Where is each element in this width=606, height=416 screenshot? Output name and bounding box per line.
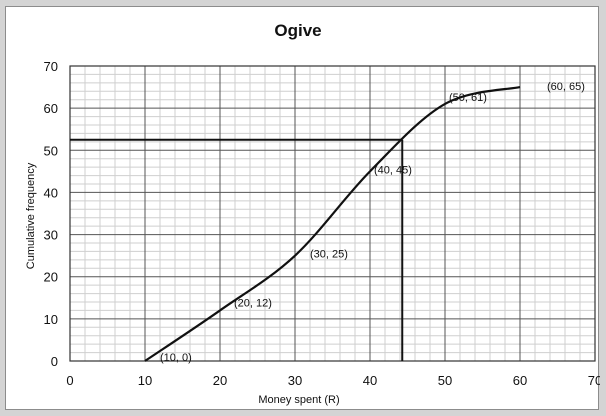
point-label: (10, 0)	[160, 352, 192, 364]
point-labels: (10, 0) (20, 12) (30, 25) (40, 45) (50, 61) (…	[160, 81, 585, 364]
y-tick-label: 10	[44, 312, 58, 327]
chart-frame: Ogive (10, 0) (20, 12) (30, 25) (40, 45) (50…	[5, 6, 600, 410]
reading-lines	[70, 138, 404, 361]
point-label: (50, 61)	[449, 92, 487, 104]
x-tick-label: 30	[288, 373, 302, 388]
x-axis-label: Money spent (R)	[258, 394, 339, 406]
major-grid	[69, 65, 596, 362]
point-label: (40, 45)	[374, 164, 412, 176]
y-axis-label: Cumulative frequency	[25, 162, 37, 269]
x-tick-label: 40	[363, 373, 377, 388]
curve-layer	[144, 85, 521, 362]
y-tick-label: 70	[44, 59, 58, 74]
y-tick-label: 50	[44, 143, 58, 158]
x-tick-label: 50	[438, 373, 452, 388]
y-tick-label: 60	[44, 101, 58, 116]
chart-title: Ogive	[274, 21, 321, 40]
ogive-curve-line	[144, 85, 521, 362]
ogive-chart: Ogive (10, 0) (20, 12) (30, 25) (40, 45) (50…	[25, 21, 600, 406]
point-label: (20, 12)	[234, 297, 272, 309]
plot-border	[69, 65, 596, 362]
y-tick-label: 0	[51, 354, 58, 369]
x-tick-label: 10	[138, 373, 152, 388]
y-tick-label: 30	[44, 228, 58, 243]
x-tick-label: 70	[588, 373, 600, 388]
x-tick-label: 20	[213, 373, 227, 388]
point-label: (30, 25)	[310, 249, 348, 261]
point-label: (60, 65)	[547, 81, 585, 93]
y-tick-label: 20	[44, 270, 58, 285]
minor-grid	[70, 66, 595, 361]
x-tick-label: 0	[66, 373, 73, 388]
x-tick-labels: 0 10 20 30 40 50 60 70	[66, 373, 600, 388]
x-tick-label: 60	[513, 373, 527, 388]
y-tick-label: 40	[44, 185, 58, 200]
y-tick-labels: 0 10 20 30 40 50 60 70	[44, 59, 58, 369]
